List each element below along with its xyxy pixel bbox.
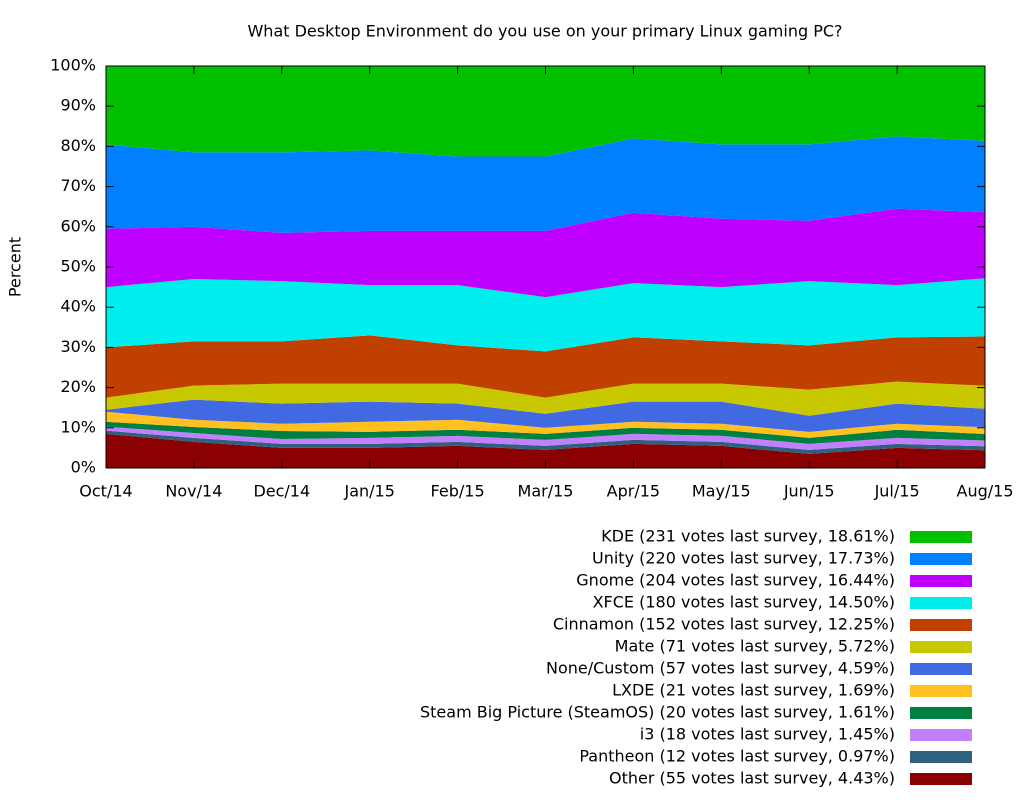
x-tick-label: Jul/15	[874, 482, 920, 501]
legend-label: Unity (220 votes last survey, 17.73%)	[592, 549, 895, 568]
area	[106, 430, 985, 454]
area	[106, 381, 985, 416]
legend-swatch	[910, 575, 972, 587]
legend-label: Cinnamon (152 votes last survey, 12.25%)	[553, 615, 895, 634]
area	[106, 278, 985, 352]
legend-label: Mate (71 votes last survey, 5.72%)	[615, 637, 895, 656]
x-tick-label: Mar/15	[518, 482, 574, 501]
x-tick-label: Apr/15	[607, 482, 660, 501]
legend-swatch	[910, 641, 972, 653]
area	[106, 66, 985, 157]
area	[106, 136, 985, 233]
x-tick-label: Dec/14	[253, 482, 310, 501]
area	[106, 335, 985, 398]
x-tick-label: Nov/14	[165, 482, 222, 501]
legend-label: Pantheon (12 votes last survey, 0.97%)	[579, 747, 895, 766]
legend-swatch	[910, 663, 972, 675]
y-tick-label: 0%	[71, 458, 96, 477]
legend-swatch	[910, 751, 972, 763]
legend-label: None/Custom (57 votes last survey, 4.59%…	[546, 659, 895, 678]
x-tick-label: Oct/14	[79, 482, 132, 501]
y-tick-label: 80%	[60, 136, 96, 155]
y-tick-label: 100%	[50, 56, 96, 75]
y-axis-label: Percent	[6, 237, 25, 297]
area	[106, 399, 985, 432]
x-tick-label: Feb/15	[431, 482, 485, 501]
y-tick-label: 70%	[60, 176, 96, 195]
y-tick-label: 60%	[60, 216, 96, 235]
legend-label: Steam Big Picture (SteamOS) (20 votes la…	[420, 703, 895, 722]
x-tick-label: Aug/15	[957, 482, 1014, 501]
y-tick-label: 30%	[60, 337, 96, 356]
y-tick-label: 20%	[60, 377, 96, 396]
legend-label: Other (55 votes last survey, 4.43%)	[609, 769, 895, 788]
area	[106, 433, 985, 468]
y-tick-label: 90%	[60, 96, 96, 115]
legend-swatch	[910, 729, 972, 741]
y-tick-label: 40%	[60, 297, 96, 316]
legend-label: KDE (231 votes last survey, 18.61%)	[601, 527, 895, 546]
y-tick-label: 10%	[60, 417, 96, 436]
legend-swatch	[910, 553, 972, 565]
y-tick-label: 50%	[60, 257, 96, 276]
legend-swatch	[910, 531, 972, 543]
x-tick-label: Jan/15	[343, 482, 394, 501]
legend-swatch	[910, 597, 972, 609]
chart-title: What Desktop Environment do you use on y…	[247, 22, 842, 41]
area	[106, 208, 985, 298]
x-tick-label: Jun/15	[783, 482, 835, 501]
legend-swatch	[910, 619, 972, 631]
legend-label: XFCE (180 votes last survey, 14.50%)	[593, 593, 895, 612]
area	[106, 411, 985, 438]
area	[106, 421, 985, 444]
legend-label: Gnome (204 votes last survey, 16.44%)	[576, 571, 895, 590]
legend-swatch	[910, 773, 972, 785]
legend-label: i3 (18 votes last survey, 1.45%)	[640, 725, 895, 744]
legend-label: LXDE (21 votes last survey, 1.69%)	[612, 681, 895, 700]
legend-swatch	[910, 685, 972, 697]
area	[106, 426, 985, 450]
x-tick-label: May/15	[692, 482, 751, 501]
legend-swatch	[910, 707, 972, 719]
